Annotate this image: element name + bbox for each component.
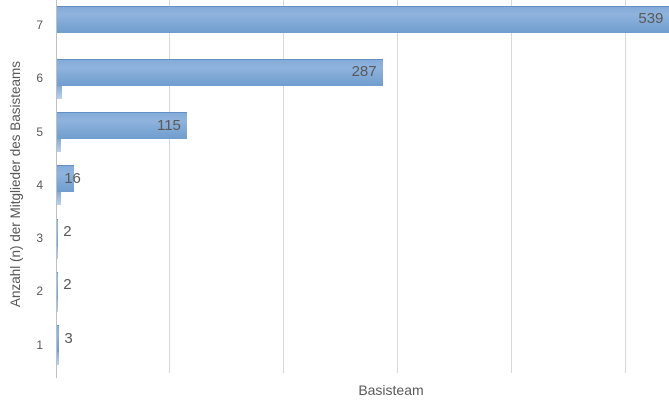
bar-secondary — [56, 245, 59, 259]
value-label: 2 — [63, 276, 72, 294]
gridline — [396, 0, 398, 373]
value-label: 16 — [64, 169, 81, 187]
tick-label: 2 — [36, 284, 43, 299]
tick-label: 4 — [36, 177, 43, 192]
y-axis-title: Anzahl (n) der Mitglieder des Basisteams — [8, 60, 23, 308]
value-label: 2 — [63, 223, 72, 241]
tick-label: 1 — [36, 337, 43, 352]
tick-label: 3 — [36, 231, 43, 246]
bar — [56, 218, 59, 246]
value-label: 3 — [64, 329, 73, 347]
category-axis-line — [55, 0, 57, 378]
bar — [56, 165, 75, 193]
value-label: 539 — [638, 10, 664, 27]
bar-secondary — [56, 192, 61, 206]
bar-secondary — [56, 85, 62, 99]
gridline — [510, 0, 512, 373]
bar-secondary — [56, 352, 60, 366]
gridline — [624, 0, 626, 373]
gridline — [169, 0, 171, 373]
tick-label: 6 — [36, 71, 43, 86]
bar-secondary — [56, 139, 61, 153]
value-label: 287 — [351, 63, 377, 81]
bar — [56, 5, 669, 33]
tick-label: 5 — [36, 124, 43, 139]
bar — [56, 112, 187, 140]
bar — [56, 58, 383, 86]
plot-area: 7 539 6 287 5 115 4 16 3 2 2 2 1 3 — [36, 0, 669, 373]
gridline — [283, 0, 285, 373]
value-label: 115 — [156, 116, 181, 134]
bar-secondary — [56, 298, 59, 312]
bar — [56, 325, 60, 353]
tick-label: 7 — [36, 18, 43, 32]
bar — [56, 271, 59, 299]
x-axis-title: Basisteam — [358, 382, 424, 398]
